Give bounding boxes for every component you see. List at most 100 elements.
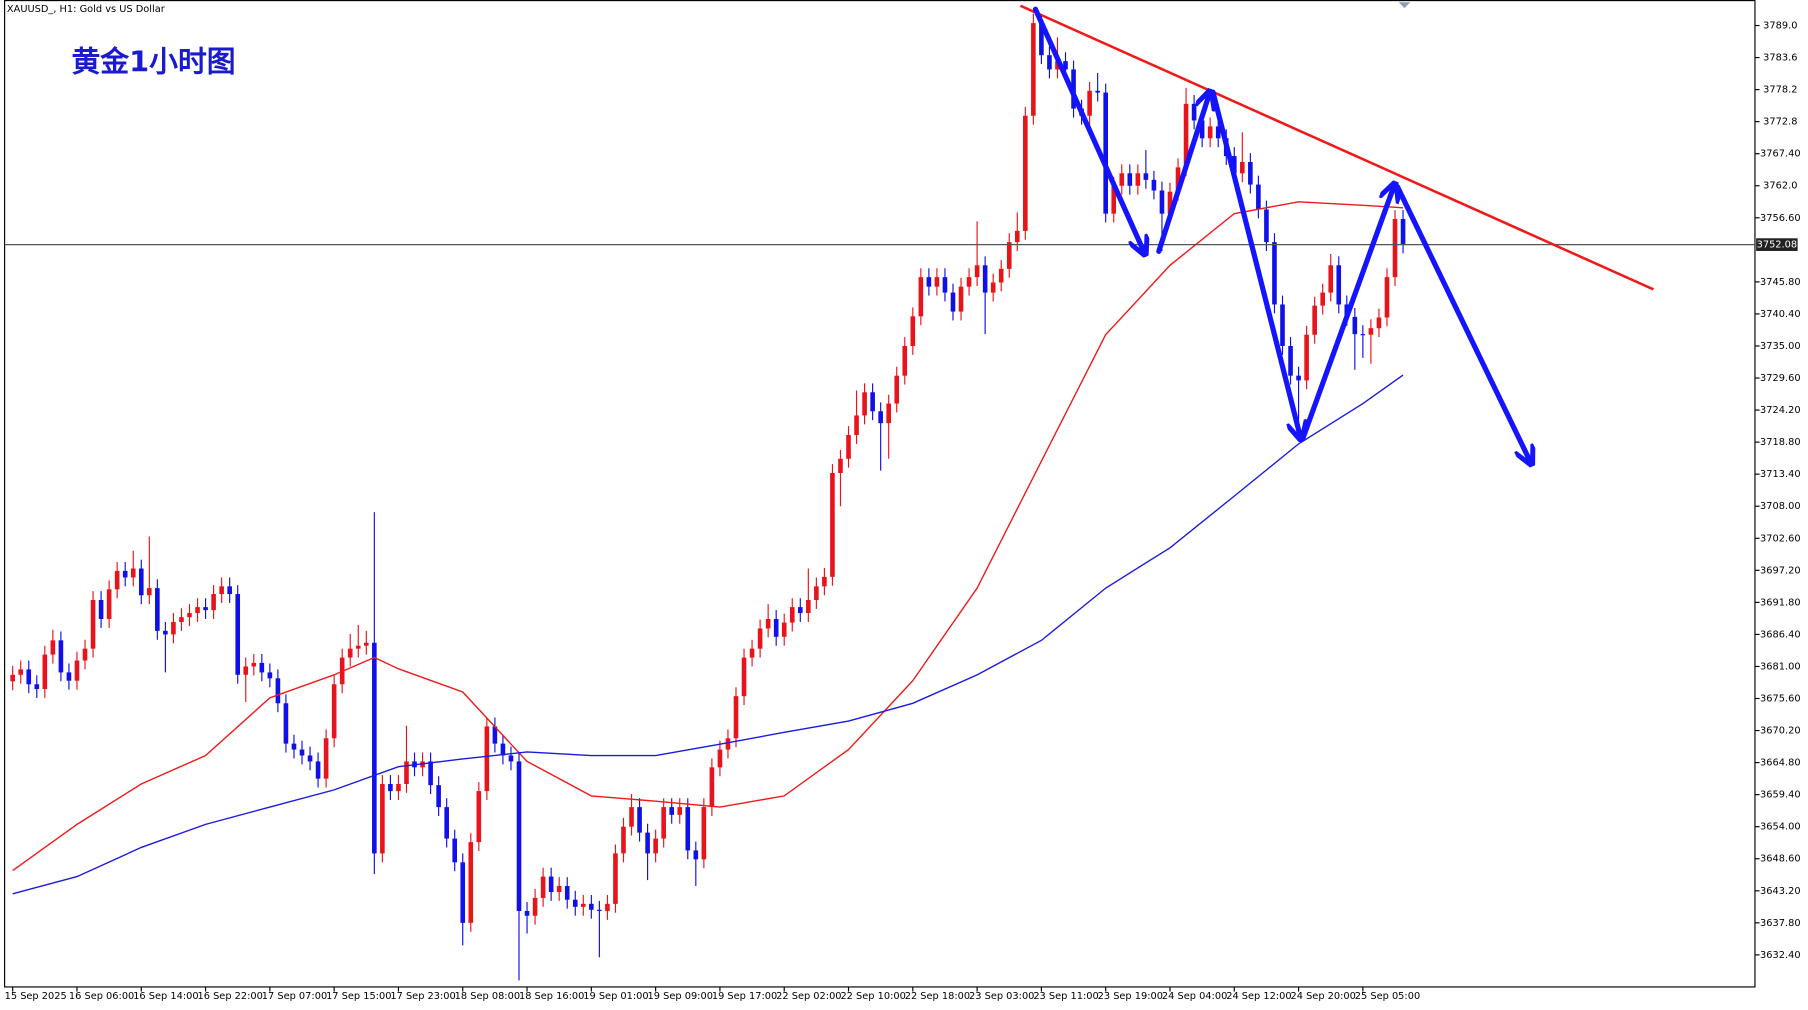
candle-body (90, 599, 96, 649)
candle-body (171, 621, 176, 635)
candle-body (613, 853, 618, 904)
candle-body (323, 738, 329, 779)
candle-body (822, 576, 827, 587)
candle-body (910, 316, 916, 346)
candle-body (1272, 242, 1277, 305)
y-tick-label: 3740.40 (1760, 309, 1801, 320)
x-tick-label: 16 Sep 22:00 (197, 991, 262, 1002)
candle-body (404, 761, 409, 784)
candle-body (98, 599, 104, 619)
y-tick-label: 3702.60 (1760, 533, 1801, 544)
x-tick-label: 22 Sep 02:00 (776, 991, 841, 1002)
candle-body (1055, 61, 1060, 70)
x-tick-label: 19 Sep 01:00 (583, 991, 648, 1002)
y-tick-label: 3637.80 (1760, 918, 1801, 929)
candle-body (1111, 185, 1117, 214)
candle-body (1047, 55, 1052, 70)
candle-body (725, 738, 731, 750)
candle-body (10, 674, 15, 682)
candle-body (918, 277, 924, 317)
candle-body (1031, 23, 1036, 116)
y-tick-label: 3654.00 (1760, 822, 1801, 833)
x-tick-label: 17 Sep 23:00 (390, 991, 455, 1002)
candle-body (1352, 316, 1358, 335)
x-tick-label: 18 Sep 16:00 (519, 991, 584, 1002)
candle-body (1095, 90, 1100, 93)
y-tick-label: 3729.60 (1760, 373, 1801, 384)
y-tick-label: 3675.60 (1760, 694, 1801, 705)
x-tick-label: 19 Sep 09:00 (648, 991, 713, 1002)
candle-body (219, 586, 224, 595)
candle-body (468, 842, 474, 923)
candle-body (990, 282, 996, 293)
candle-body (870, 392, 875, 412)
y-tick-label: 3681.00 (1760, 661, 1801, 672)
y-tick-label: 3659.40 (1760, 790, 1801, 801)
candle-body (733, 696, 739, 739)
candle-body (1312, 305, 1317, 335)
candle-body (1087, 90, 1092, 116)
candle-body (806, 599, 811, 614)
x-tick-label: 24 Sep 20:00 (1291, 991, 1356, 1002)
y-tick-label: 3789.0 (1763, 21, 1797, 32)
moving-average (12, 201, 1404, 872)
candle-body (677, 807, 683, 815)
candle-body (1167, 191, 1173, 214)
y-tick-label: 3767.40 (1760, 149, 1801, 160)
candle-body (982, 265, 988, 293)
moving-average (12, 374, 1404, 895)
candle-body (789, 607, 795, 623)
current-price-box (1756, 238, 1798, 251)
candle-body (773, 618, 779, 637)
candle-body (838, 458, 843, 473)
candle-body (958, 286, 964, 312)
candle-body (894, 375, 900, 404)
candle-body (1328, 265, 1334, 293)
candle-body (1256, 184, 1261, 210)
candle-body (315, 761, 321, 779)
arrow (1156, 97, 1209, 254)
candle-body (709, 767, 715, 808)
y-tick-label: 3783.6 (1763, 53, 1797, 64)
candle-body (1280, 304, 1285, 346)
candle-body (886, 403, 892, 424)
y-tick-label: 3708.00 (1760, 501, 1801, 512)
candle-body (1215, 126, 1221, 139)
candle-body (1135, 173, 1141, 186)
candle-body (147, 588, 152, 596)
candle-body (66, 672, 72, 681)
candle-body (283, 703, 289, 744)
candle-body (307, 755, 313, 762)
x-tick-label: 23 Sep 11:00 (1033, 991, 1098, 1002)
candle-body (34, 684, 40, 690)
candle-body (18, 669, 24, 675)
candle-body (1320, 292, 1325, 306)
candle-body (50, 640, 56, 655)
candle-body (444, 807, 449, 839)
x-tick-label: 16 Sep 14:00 (133, 991, 198, 1002)
x-tick-label: 19 Sep 17:00 (712, 991, 777, 1002)
chart-title: 黄金1小时图 (71, 44, 235, 78)
candle-body (130, 568, 136, 578)
candle-body (629, 807, 634, 827)
candle-body (862, 392, 867, 416)
y-tick-label: 3697.20 (1760, 565, 1801, 576)
candle-body (163, 630, 168, 635)
y-tick-label: 3745.80 (1760, 277, 1801, 288)
candle-body (1240, 162, 1245, 174)
candle-body (572, 899, 578, 907)
candle-body (661, 807, 666, 839)
candle-body (540, 876, 546, 898)
x-tick-label: 17 Sep 15:00 (326, 991, 391, 1002)
candle-body (1296, 375, 1301, 381)
x-tick-label: 22 Sep 10:00 (840, 991, 905, 1002)
candle-body (1063, 61, 1068, 70)
candle-body (974, 265, 980, 278)
candle-body (717, 749, 723, 768)
candle-body (267, 672, 273, 679)
candle-body (372, 642, 377, 854)
candle-body (781, 622, 787, 637)
candle-body (1143, 173, 1149, 180)
x-tick-label: 15 Sep 2025 (5, 991, 67, 1002)
candle-body (492, 726, 498, 744)
